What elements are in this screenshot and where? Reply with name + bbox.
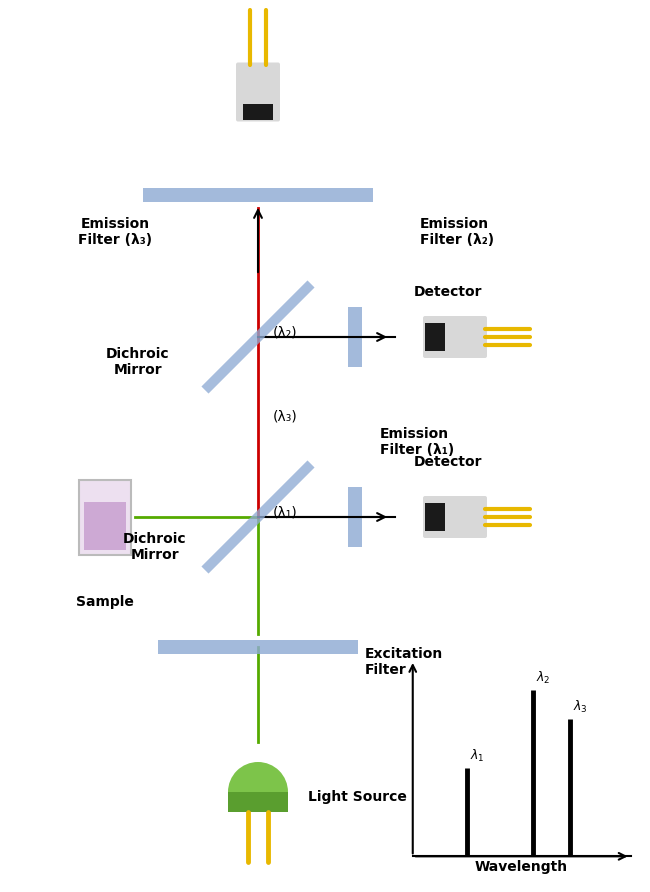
Bar: [143, 188, 373, 202]
Bar: [228, 792, 288, 812]
X-axis label: Wavelength: Wavelength: [475, 861, 568, 874]
Bar: [158, 640, 358, 654]
Text: Dichroic
Mirror: Dichroic Mirror: [124, 532, 187, 562]
Text: $\lambda_1$: $\lambda_1$: [471, 748, 485, 764]
Text: Emission
Filter (λ₁): Emission Filter (λ₁): [380, 427, 454, 457]
Text: Excitation
Filter: Excitation Filter: [365, 647, 443, 677]
FancyBboxPatch shape: [423, 316, 487, 358]
Bar: [425, 503, 445, 531]
Text: Dichroic
Mirror: Dichroic Mirror: [106, 347, 170, 377]
Text: (λ₁): (λ₁): [273, 505, 298, 519]
Wedge shape: [228, 762, 288, 792]
Text: Emission
Filter (λ₃): Emission Filter (λ₃): [78, 217, 152, 247]
Bar: [84, 501, 126, 549]
Text: (λ₃): (λ₃): [273, 410, 298, 424]
Text: Emission
Filter (λ₂): Emission Filter (λ₂): [420, 217, 494, 247]
Bar: [348, 307, 362, 367]
Bar: [425, 323, 445, 351]
Text: Detector: Detector: [414, 455, 482, 469]
Polygon shape: [202, 460, 315, 574]
Text: $\lambda_2$: $\lambda_2$: [536, 670, 551, 686]
Bar: [348, 487, 362, 547]
Text: Detector: Detector: [414, 285, 482, 299]
Polygon shape: [202, 280, 315, 393]
Text: $\lambda_3$: $\lambda_3$: [573, 699, 588, 715]
Bar: [79, 480, 131, 555]
FancyBboxPatch shape: [423, 496, 487, 538]
Text: Light Source: Light Source: [308, 790, 407, 804]
Bar: [243, 103, 273, 120]
FancyBboxPatch shape: [236, 62, 280, 121]
Text: Sample: Sample: [76, 595, 134, 609]
Text: (λ₂): (λ₂): [273, 325, 298, 339]
